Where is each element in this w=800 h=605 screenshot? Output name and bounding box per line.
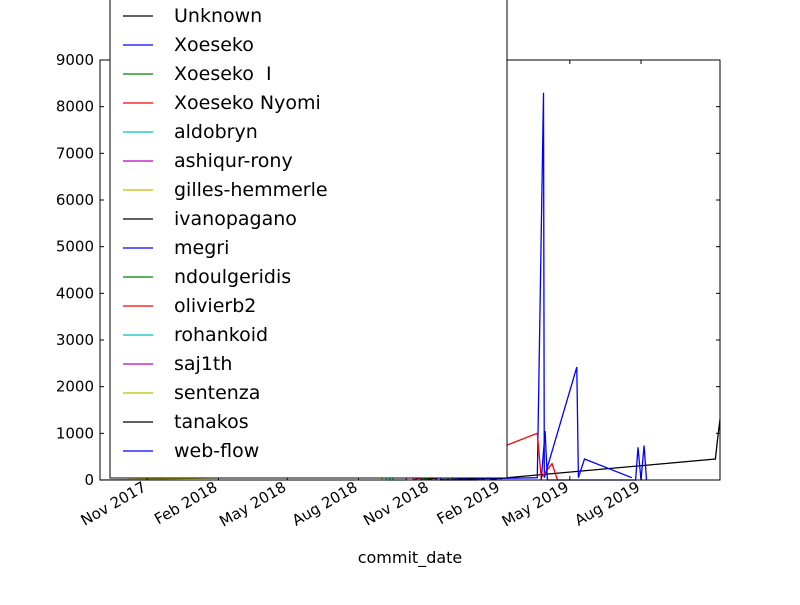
legend-label: sentenza [174,382,260,404]
x-tick-label: Nov 2018 [360,478,432,530]
x-tick-label: Aug 2018 [289,478,361,530]
y-tick-label: 2000 [56,378,94,396]
legend-label: ivanopagano [174,208,297,230]
legend-label: tanakos [174,411,249,433]
x-tick-label: May 2019 [499,478,572,531]
y-tick-label: 8000 [56,98,94,116]
legend-label: web-flow [174,440,259,462]
x-tick-label: Feb 2018 [151,478,220,528]
legend-label: Unknown [174,5,262,27]
legend-label: megri [174,237,229,259]
legend-label: ashiqur-rony [174,150,293,172]
y-axis: 0 1000 2000 3000 4000 5000 6000 7000 8000 9000 [56,51,720,489]
series-line-8 [540,430,648,481]
legend-label: Xoeseko I [174,63,272,85]
legend: Unknown Xoeseko Xoeseko I Xoeseko Nyomi aldo… [109,0,508,479]
legend-label: ndoulgeridis [174,266,291,288]
y-tick-label: 3000 [56,331,94,349]
x-tick-label: May 2018 [216,478,289,531]
x-tick-label: Feb 2019 [434,478,503,528]
legend-box [109,0,508,479]
legend-label: Xoeseko [174,34,254,56]
y-tick-label: 4000 [56,284,94,302]
y-tick-label: 6000 [56,191,94,209]
x-tick-label: Aug 2019 [571,478,643,530]
y-tick-label: 5000 [56,238,94,256]
y-tick-label: 1000 [56,424,94,442]
legend-label: Xoeseko Nyomi [174,92,321,114]
y-tick-label: 0 [84,471,94,489]
y-tick-label: 7000 [56,144,94,162]
legend-label: olivierb2 [174,295,256,317]
legend-label: saj1th [174,353,232,375]
legend-label: rohankoid [174,324,268,346]
x-axis-label: commit_date [358,548,463,568]
legend-label: aldobryn [174,121,258,143]
legend-label: gilles-hemmerle [174,179,328,201]
y-tick-label: 9000 [56,51,94,69]
